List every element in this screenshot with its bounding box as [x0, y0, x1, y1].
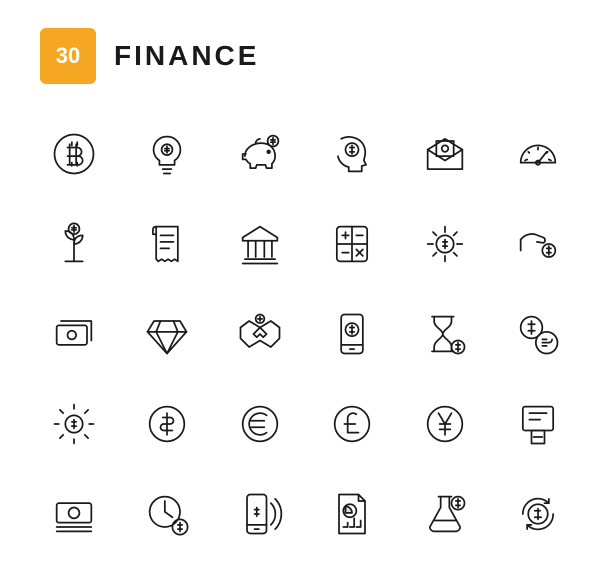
- pound-coin-icon: [326, 398, 378, 450]
- money-sun-icon: [48, 398, 100, 450]
- page-title: FINANCE: [114, 40, 259, 72]
- money-gear-icon: [419, 218, 471, 270]
- piggy-bank-icon: [234, 128, 286, 180]
- hourglass-money-icon: [419, 308, 471, 360]
- give-coin-icon: [512, 218, 564, 270]
- diamond-icon: [141, 308, 193, 360]
- invoice-icon: [141, 218, 193, 270]
- count-badge: 30: [40, 28, 96, 84]
- money-idea-icon: [141, 128, 193, 180]
- euro-coin-icon: [234, 398, 286, 450]
- handshake-icon: [234, 308, 286, 360]
- mobile-pay-icon: [234, 488, 286, 540]
- cash-icon: [48, 308, 100, 360]
- banknotes-icon: [48, 488, 100, 540]
- currency-coins-icon: [512, 308, 564, 360]
- dollar-coin-icon: [141, 398, 193, 450]
- yen-coin-icon: [419, 398, 471, 450]
- calculator-icon: [326, 218, 378, 270]
- atm-icon: [512, 398, 564, 450]
- time-money-icon: [141, 488, 193, 540]
- icon-grid: [0, 104, 612, 580]
- report-icon: [326, 488, 378, 540]
- bitcoin-icon: [48, 128, 100, 180]
- flask-money-icon: [419, 488, 471, 540]
- money-envelope-icon: [419, 128, 471, 180]
- mobile-banking-icon: [326, 308, 378, 360]
- exchange-icon: [512, 488, 564, 540]
- gauge-icon: [512, 128, 564, 180]
- money-growth-icon: [48, 218, 100, 270]
- money-mind-icon: [326, 128, 378, 180]
- header: 30 FINANCE: [0, 0, 612, 104]
- bank-icon: [234, 218, 286, 270]
